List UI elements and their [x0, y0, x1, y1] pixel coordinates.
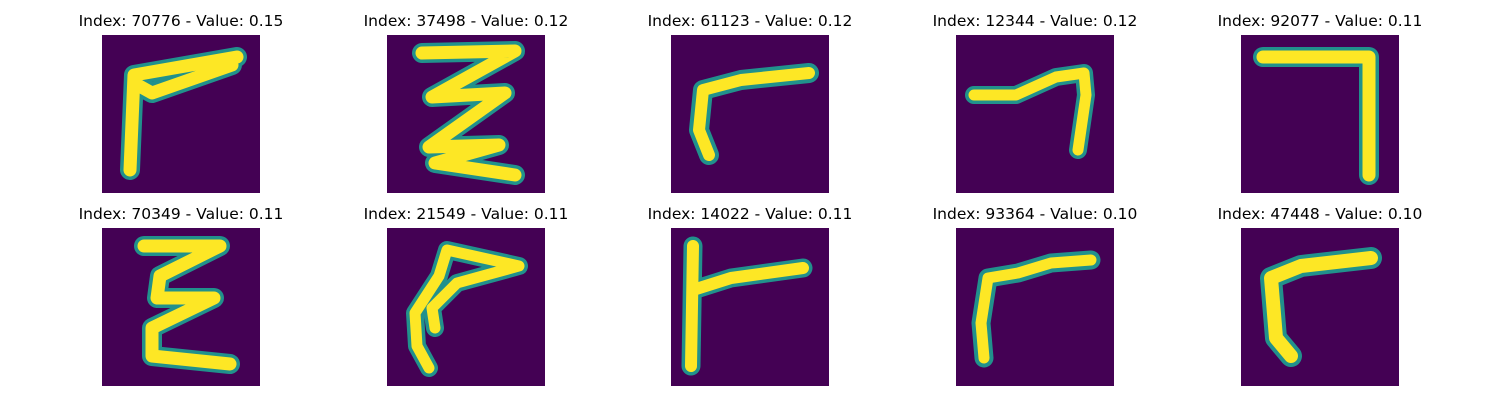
panel-title: Index: 70349 - Value: 0.11: [78, 205, 284, 223]
digit-image: [1241, 35, 1399, 193]
panel-title: Index: 92077 - Value: 0.11: [1217, 12, 1423, 30]
digit-image: [1241, 228, 1399, 386]
panel-title: Index: 47448 - Value: 0.10: [1217, 205, 1423, 223]
digit-image: [387, 35, 545, 193]
digit-image: [102, 35, 260, 193]
digit-image: [102, 228, 260, 386]
panel-title: Index: 21549 - Value: 0.11: [363, 205, 569, 223]
digit-image: [956, 35, 1114, 193]
panel-title: Index: 37498 - Value: 0.12: [363, 12, 569, 30]
panel-title: Index: 12344 - Value: 0.12: [932, 12, 1138, 30]
panel-title: Index: 61123 - Value: 0.12: [647, 12, 853, 30]
panel-title: Index: 14022 - Value: 0.11: [647, 205, 853, 223]
digit-image: [671, 228, 829, 386]
digit-image: [671, 35, 829, 193]
panel-title: Index: 93364 - Value: 0.10: [932, 205, 1138, 223]
digit-image: [387, 228, 545, 386]
digit-image: [956, 228, 1114, 386]
panel-title: Index: 70776 - Value: 0.15: [78, 12, 284, 30]
